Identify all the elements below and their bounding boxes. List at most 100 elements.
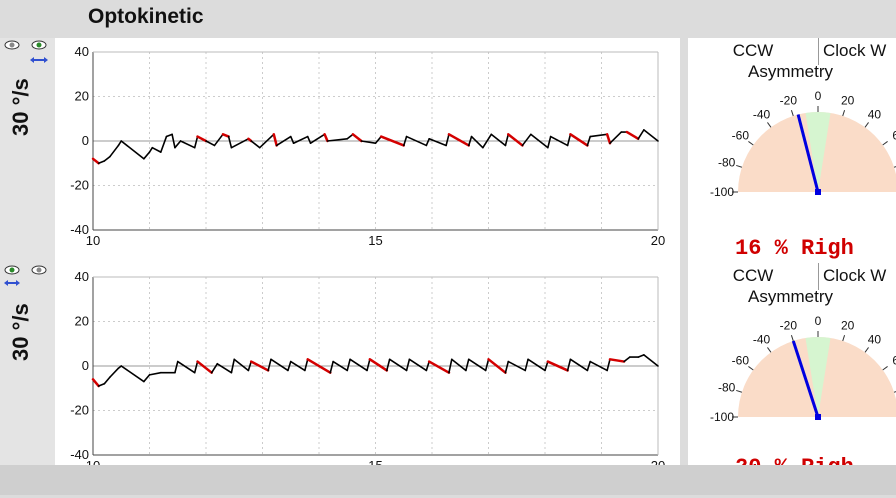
gauge-tick-label: 0: [815, 314, 822, 328]
trace-segment: [507, 133, 524, 147]
trace-segment: [608, 358, 626, 363]
gauge-tick-label: 6: [892, 354, 896, 368]
trace-segment: [148, 146, 154, 153]
trace-segment: [569, 133, 589, 147]
trace-segment: [504, 360, 510, 374]
clockwise-button[interactable]: Clock W: [823, 41, 887, 60]
trace-segment: [171, 133, 176, 149]
ccw-button[interactable]: CCW: [688, 38, 819, 65]
y-tick-label: 40: [75, 44, 89, 59]
trace-segment: [450, 358, 467, 372]
trace-segment: [470, 135, 484, 149]
gauge-tick-label: -20: [780, 319, 798, 333]
gauge-normal-zone: [805, 337, 831, 417]
trace-segment: [368, 358, 389, 372]
trace-segment: [120, 365, 145, 383]
trace-segment: [306, 358, 332, 374]
gauge-needle: [791, 340, 820, 418]
panel-left-strip: 30 °/s: [0, 263, 55, 493]
trace-segment: [546, 360, 569, 372]
asymmetry-gauge-1: -100 -80 -60-40 -20 0 20 40 6: [710, 89, 896, 199]
clockwise-button[interactable]: Clock W: [823, 266, 887, 285]
trace-segment: [221, 133, 230, 138]
trace-segment: [165, 133, 173, 138]
page-title: Optokinetic: [88, 5, 204, 28]
trace-segment: [306, 135, 312, 145]
gauge-tick-label: -20: [780, 94, 798, 108]
trace-segment: [504, 133, 510, 147]
trace-segment: [143, 374, 151, 383]
gauge-tick-label: -40: [753, 332, 771, 346]
trace-segment: [482, 133, 493, 149]
trace-segment: [586, 360, 592, 372]
speed-label: 30 °/s: [8, 78, 33, 136]
trace-segment: [120, 140, 145, 160]
trace-segment: [405, 135, 428, 147]
gauge-tick: [864, 122, 869, 128]
trace-segment: [566, 358, 572, 372]
trace-segment: [213, 133, 224, 147]
gauge-tick: [736, 164, 743, 168]
trace-segment: [258, 133, 275, 149]
y-tick-label: -20: [70, 178, 89, 193]
asymmetry-gauge-2: -100 -80 -60-40 -20 0 20 40 6: [710, 314, 896, 424]
eye-closed-icon: [31, 265, 47, 275]
y-tick-label: 20: [75, 314, 89, 329]
arrow-left-right-icon: [4, 280, 20, 286]
gauge-tick: [767, 122, 772, 128]
eye-indicator: [2, 38, 52, 68]
trace-segment: [143, 151, 151, 160]
asymmetry-label: Asymmetry: [748, 287, 833, 306]
trace-segment: [267, 358, 272, 372]
trace-segment: [193, 135, 199, 149]
trace-segment: [151, 146, 162, 153]
trace-segment: [91, 378, 100, 388]
trace-segment: [292, 135, 309, 145]
trace-segment: [196, 360, 213, 374]
trace-segment: [329, 360, 334, 374]
gauge-tick-label: 6: [892, 129, 896, 143]
eye-icons: [4, 40, 48, 63]
trace-segment: [385, 358, 391, 372]
trace-segment: [408, 358, 428, 372]
eye-open-icon: [31, 40, 47, 50]
trace-segment: [490, 133, 507, 147]
gauge-tick-label: 20: [841, 94, 855, 108]
trace-segment: [103, 376, 111, 385]
trace-segment: [467, 135, 473, 147]
trace-segment: [160, 135, 168, 153]
trace-segment: [289, 360, 306, 372]
trace-segment: [487, 358, 507, 374]
gauge-normal-zone: [805, 112, 831, 192]
trace-segment: [179, 140, 196, 149]
trace-segment: [366, 358, 371, 372]
trace-segment: [379, 135, 405, 147]
trace-segment: [427, 360, 451, 374]
eye-closed-icon: [4, 40, 20, 50]
ccw-button[interactable]: CCW: [688, 263, 819, 290]
trace-segment: [210, 362, 219, 374]
y-tick-label: -40: [70, 447, 89, 462]
trace-segment: [544, 360, 549, 372]
arrow-left-right-icon: [30, 57, 48, 63]
trace-segment: [448, 358, 453, 374]
trace-segment: [637, 354, 645, 358]
trace-segment: [326, 137, 349, 142]
trace-segment: [374, 135, 382, 145]
trace-segment: [91, 157, 100, 165]
trace-segment: [304, 358, 309, 372]
trace-segment: [643, 354, 659, 367]
gauge-tick-label: 20: [841, 319, 855, 333]
trace-segment: [625, 130, 640, 141]
gauge-tick: [842, 110, 846, 117]
trace-segment: [402, 135, 408, 147]
trace-segment: [270, 358, 289, 372]
gauge-tick-label: -40: [753, 107, 771, 121]
trace-segment: [589, 360, 608, 372]
trace-segment: [346, 358, 351, 372]
trace-segment: [566, 133, 572, 147]
trace-segment: [205, 140, 216, 147]
trace-segment: [425, 360, 430, 372]
